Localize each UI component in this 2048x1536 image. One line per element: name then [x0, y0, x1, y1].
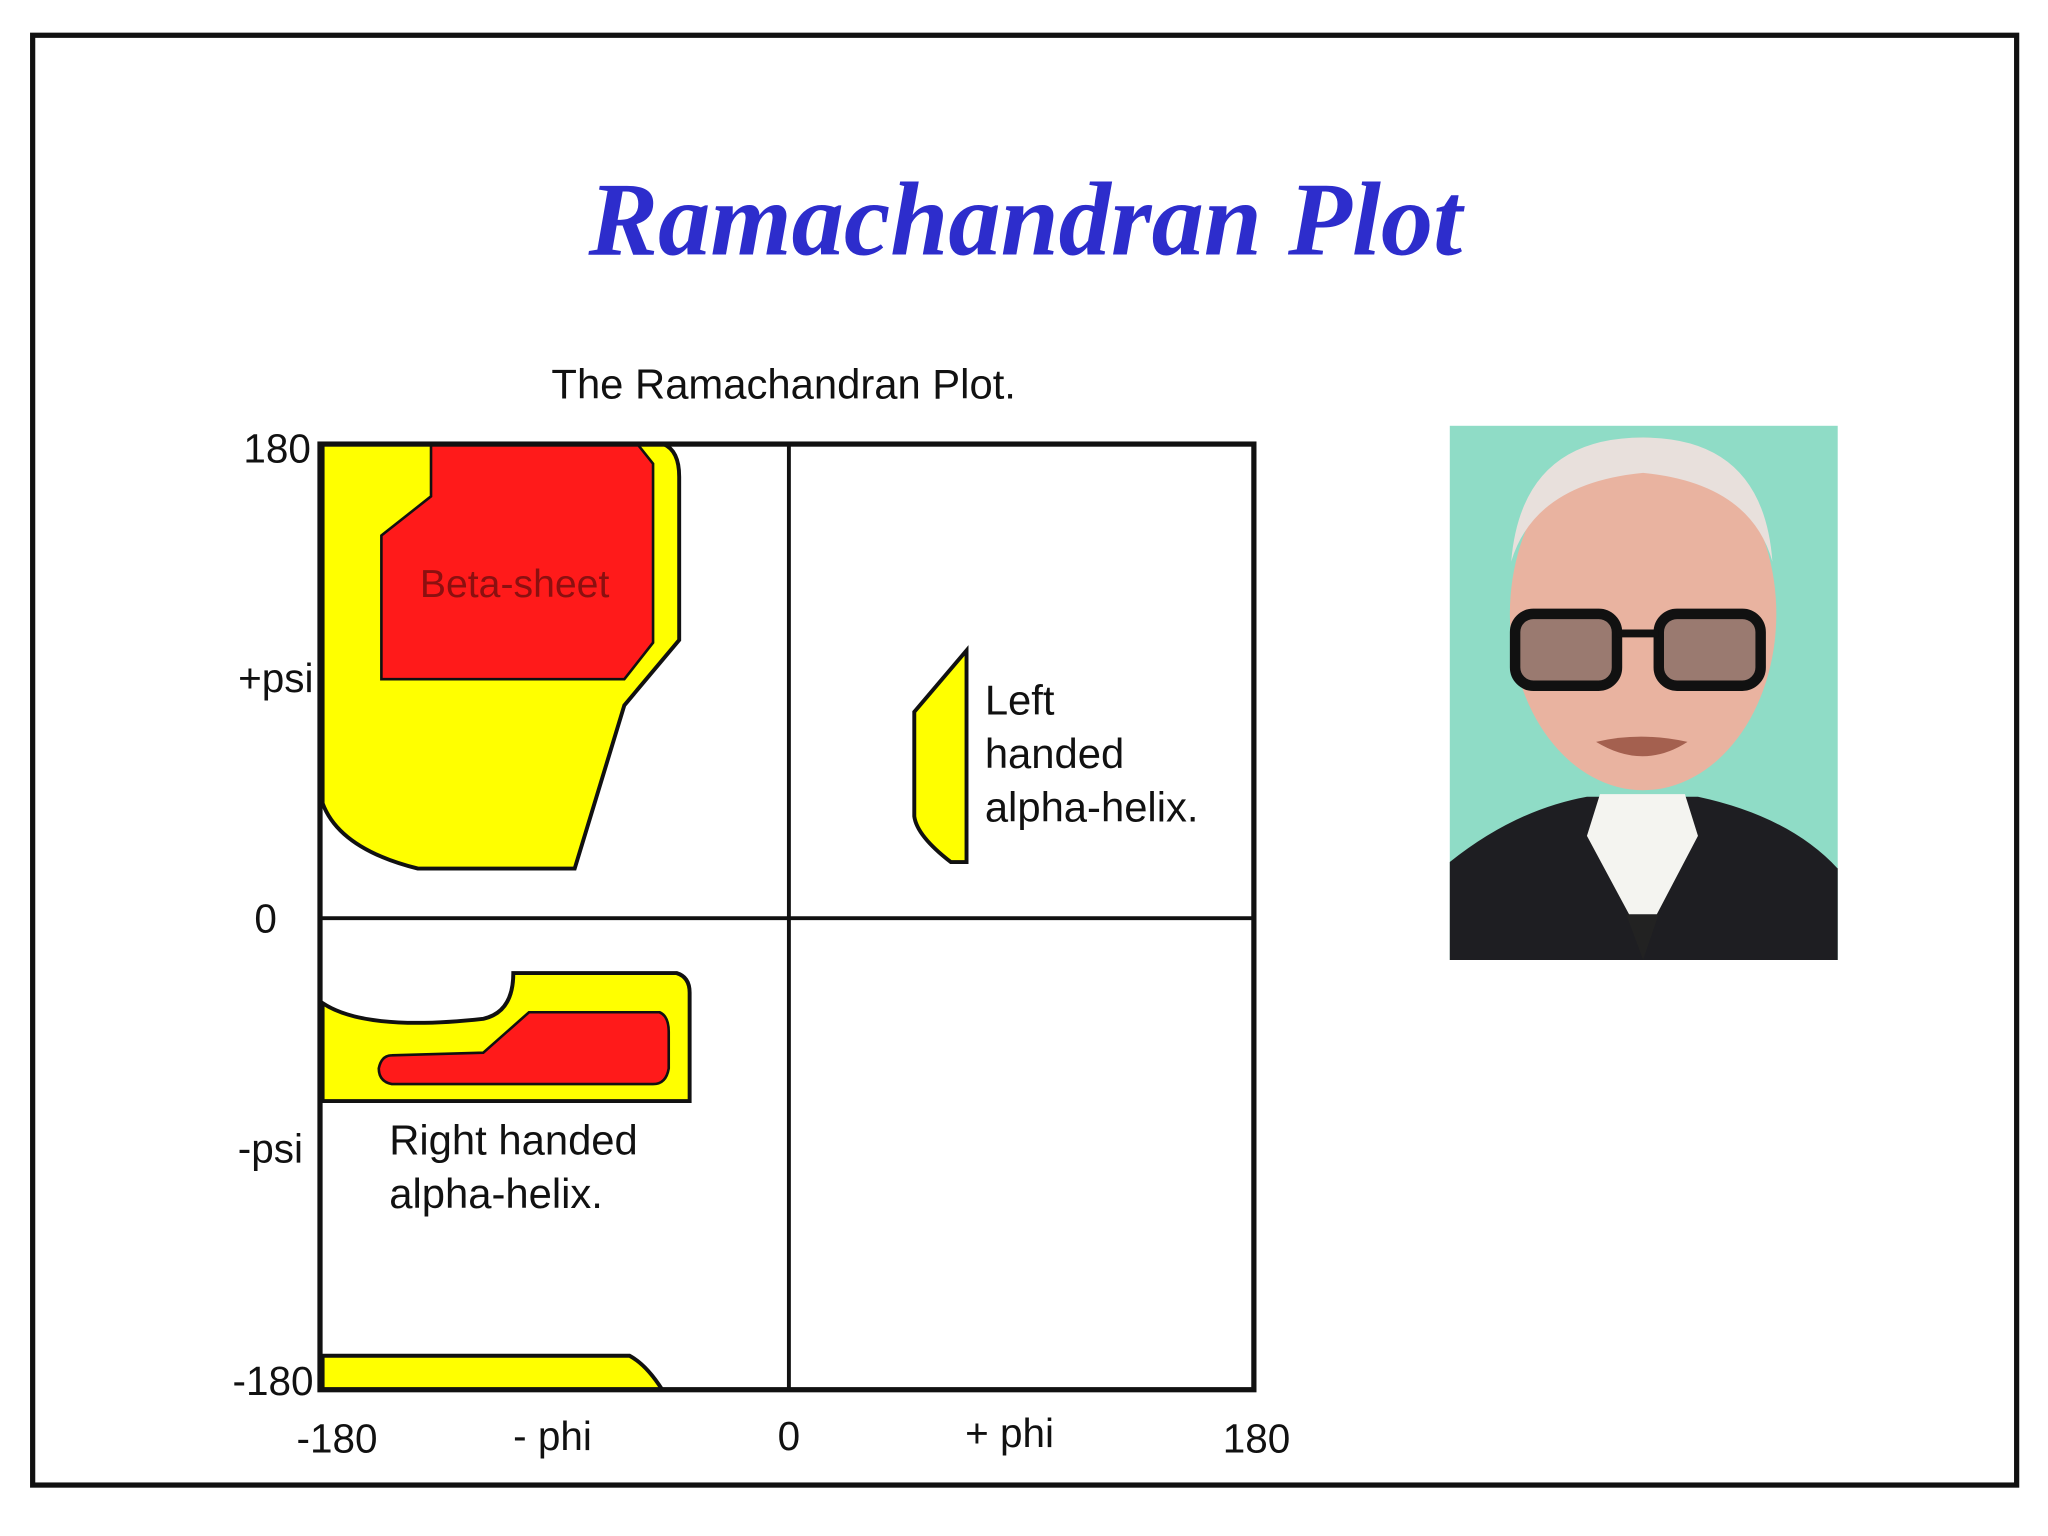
mouth: [1596, 736, 1688, 757]
y-label: +psi: [238, 655, 313, 701]
shirt: [1586, 794, 1698, 941]
allowed-region: [320, 1353, 666, 1392]
ramachandran-diagram: The Ramachandran Plot. 180 +psi 0 -psi -…: [232, 360, 1290, 1461]
x-label: -180: [296, 1415, 377, 1461]
face: [1509, 437, 1777, 791]
portrait-photo: [1449, 425, 1838, 961]
plot-title: The Ramachandran Plot.: [551, 360, 1016, 407]
region-label: Right handed: [389, 1117, 638, 1164]
region-label: Beta-sheet: [420, 563, 610, 606]
region-label: alpha-helix.: [389, 1170, 603, 1217]
region-label: Left: [985, 676, 1055, 723]
beta-region: [380, 442, 655, 681]
x-label: 0: [778, 1413, 801, 1459]
y-label: 0: [254, 896, 277, 942]
tie: [1626, 914, 1659, 960]
glasses-lens: [1509, 608, 1623, 691]
left-helix-region: [912, 645, 969, 864]
x-label: 180: [1223, 1415, 1291, 1461]
y-label: -psi: [238, 1125, 303, 1171]
glasses-lens: [1653, 608, 1766, 691]
x-label: + phi: [965, 1410, 1054, 1456]
region-label: handed: [985, 730, 1124, 777]
region-label: alpha-helix.: [985, 784, 1199, 831]
x-label: - phi: [513, 1413, 592, 1459]
y-label: -180: [232, 1358, 313, 1404]
hair: [1511, 437, 1773, 562]
y-label: 180: [243, 425, 311, 471]
alpha-region: [377, 1010, 671, 1086]
slide-title: Ramachandran Plot: [587, 162, 1465, 278]
